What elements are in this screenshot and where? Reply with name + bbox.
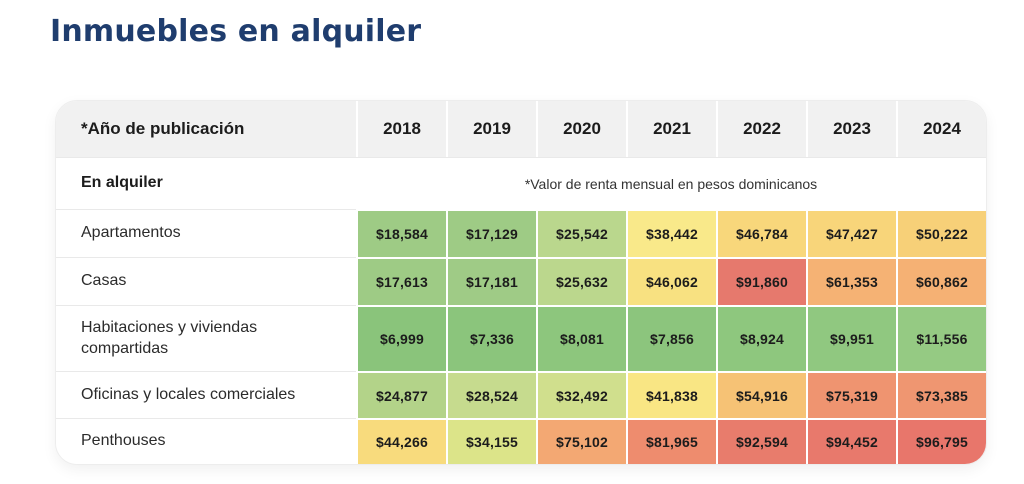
value-cell: $17,181: [446, 257, 536, 305]
value-cell: $17,129: [446, 209, 536, 257]
rental-table-card: *Año de publicación 2018 2019 2020 2021 2022 2…: [55, 100, 987, 465]
value-cell: $25,542: [536, 209, 626, 257]
value-cell: $18,584: [356, 209, 446, 257]
table-note: *Valor de renta mensual en pesos dominic…: [356, 157, 986, 209]
value-cell: $32,492: [536, 371, 626, 418]
value-cell: $28,524: [446, 371, 536, 418]
value-cell: $7,336: [446, 305, 536, 371]
year-header-2024: 2024: [896, 101, 986, 157]
value-cell: $46,784: [716, 209, 806, 257]
value-cell: $7,856: [626, 305, 716, 371]
value-cell: $50,222: [896, 209, 986, 257]
value-cell: $75,102: [536, 418, 626, 464]
value-cell: $81,965: [626, 418, 716, 464]
value-cell: $96,795: [896, 418, 986, 464]
value-cell: $92,594: [716, 418, 806, 464]
value-cell: $46,062: [626, 257, 716, 305]
page-title: Inmuebles en alquiler: [50, 14, 422, 49]
table-grid: *Año de publicación 2018 2019 2020 2021 2022 2…: [56, 101, 986, 464]
value-cell: $9,951: [806, 305, 896, 371]
value-cell: $73,385: [896, 371, 986, 418]
value-cell: $24,877: [356, 371, 446, 418]
value-cell: $25,632: [536, 257, 626, 305]
value-cell: $75,319: [806, 371, 896, 418]
year-header-2022: 2022: [716, 101, 806, 157]
value-cell: $8,081: [536, 305, 626, 371]
value-cell: $47,427: [806, 209, 896, 257]
value-cell: $8,924: [716, 305, 806, 371]
value-cell: $91,860: [716, 257, 806, 305]
value-cell: $11,556: [896, 305, 986, 371]
row-label: Habitaciones y viviendas compartidas: [56, 305, 356, 371]
year-header-2019: 2019: [446, 101, 536, 157]
value-cell: $6,999: [356, 305, 446, 371]
year-header-2018: 2018: [356, 101, 446, 157]
year-header-2021: 2021: [626, 101, 716, 157]
value-cell: $61,353: [806, 257, 896, 305]
value-cell: $60,862: [896, 257, 986, 305]
row-label: Penthouses: [56, 418, 356, 464]
row-label: Oficinas y locales comerciales: [56, 371, 356, 418]
year-header-2020: 2020: [536, 101, 626, 157]
group-label: En alquiler: [56, 157, 356, 209]
value-cell: $17,613: [356, 257, 446, 305]
row-label: Casas: [56, 257, 356, 305]
year-header-2023: 2023: [806, 101, 896, 157]
value-cell: $54,916: [716, 371, 806, 418]
year-header-corner: *Año de publicación: [56, 101, 356, 157]
value-cell: $38,442: [626, 209, 716, 257]
value-cell: $41,838: [626, 371, 716, 418]
value-cell: $94,452: [806, 418, 896, 464]
value-cell: $34,155: [446, 418, 536, 464]
row-label: Apartamentos: [56, 209, 356, 257]
value-cell: $44,266: [356, 418, 446, 464]
